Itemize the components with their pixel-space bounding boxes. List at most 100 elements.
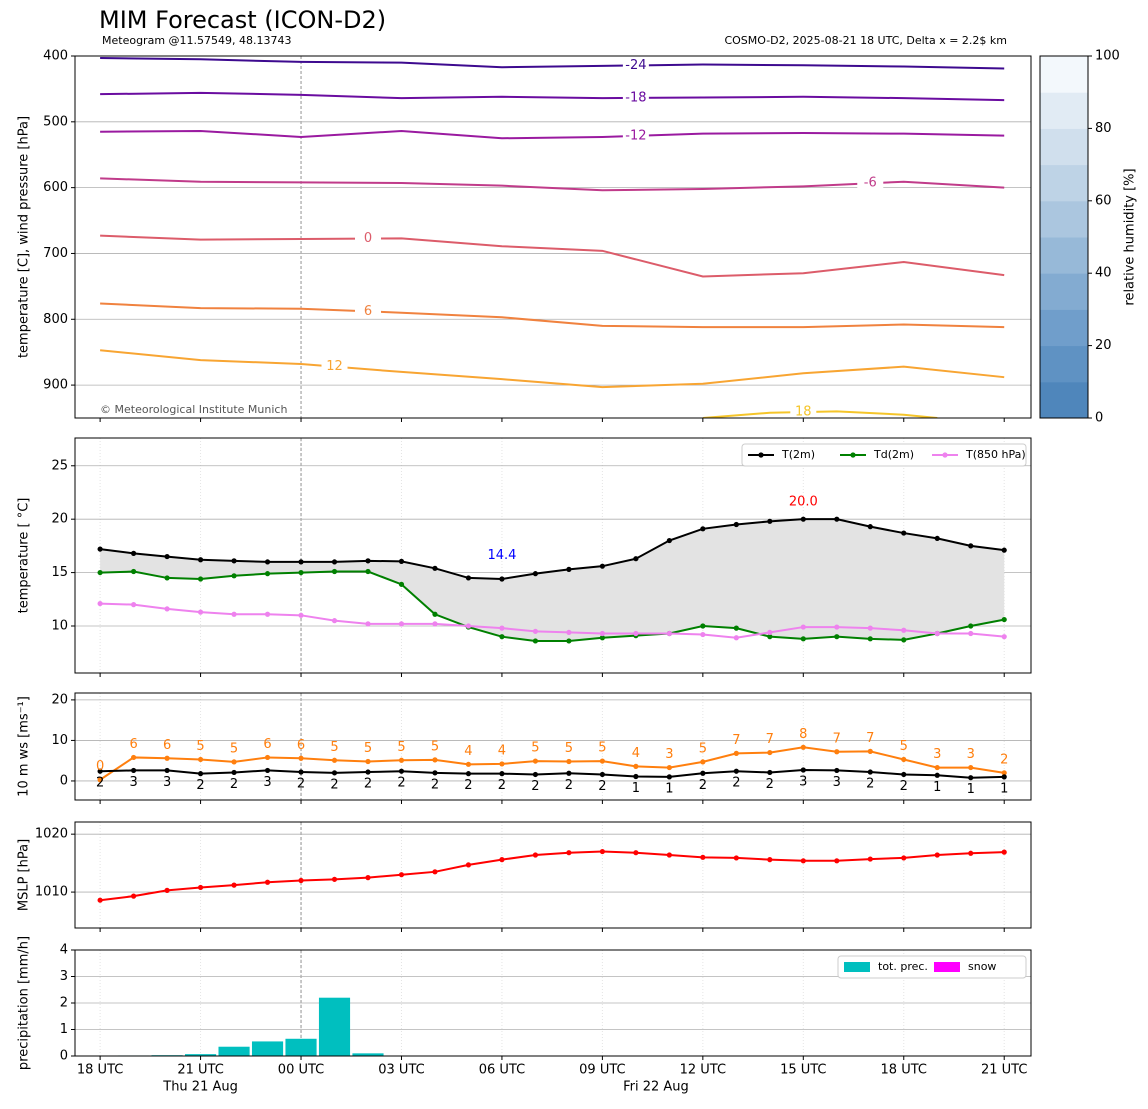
point — [968, 543, 974, 549]
point — [197, 884, 204, 891]
point — [532, 758, 539, 764]
point — [767, 518, 773, 524]
y-tick-label: 0 — [60, 1049, 68, 1064]
dewpoint-spread — [100, 519, 1005, 641]
point — [298, 877, 304, 884]
value-label: 7 — [766, 732, 774, 747]
point — [432, 869, 438, 875]
point — [331, 757, 338, 763]
x-tick-label: 15 UTC — [780, 1063, 826, 1078]
y-tick-label: 400 — [43, 49, 68, 64]
value-label: 5 — [699, 741, 707, 756]
colorbar-tick-label: 80 — [1095, 121, 1112, 136]
point — [264, 611, 271, 617]
isotherm-label: -24 — [625, 58, 646, 73]
colorbar-tick-label: 0 — [1095, 411, 1103, 426]
point — [532, 852, 539, 858]
point — [197, 756, 204, 763]
value-label: 2 — [196, 778, 204, 793]
point — [532, 771, 539, 778]
point — [633, 763, 639, 769]
value-label: 3 — [967, 747, 975, 762]
series-line — [100, 769, 1005, 779]
isotherm-label: -18 — [625, 90, 646, 105]
date-label: Thu 21 Aug — [162, 1080, 238, 1095]
point — [800, 624, 806, 630]
point — [800, 767, 806, 773]
isotherm — [100, 349, 1005, 389]
point — [566, 629, 572, 636]
point — [465, 771, 472, 777]
value-label: 3 — [263, 775, 271, 790]
point — [834, 624, 840, 630]
point — [901, 756, 907, 763]
value-label: 2 — [565, 778, 573, 793]
point — [264, 571, 271, 577]
point — [968, 850, 974, 856]
point — [264, 879, 271, 885]
y-tick-label: 20 — [51, 512, 68, 527]
value-label: 6 — [263, 737, 271, 752]
y-tick-label: 15 — [51, 565, 68, 580]
point — [264, 754, 271, 761]
legend-marker — [850, 452, 856, 458]
point — [599, 635, 605, 641]
series-line — [99, 850, 1005, 902]
value-label: 5 — [531, 741, 539, 756]
credit: © Meteorological Institute Munich — [100, 403, 287, 416]
point — [733, 855, 739, 861]
series-line — [99, 746, 1005, 781]
point — [800, 636, 806, 642]
point — [231, 759, 237, 765]
point — [465, 623, 472, 629]
legend-marker — [758, 452, 764, 458]
point — [331, 559, 338, 565]
y-tick-label: 0 — [60, 773, 68, 788]
point — [164, 887, 170, 893]
isotherm-label-bg — [354, 304, 381, 319]
point — [968, 764, 974, 771]
point — [398, 621, 405, 627]
point — [97, 768, 103, 774]
point — [767, 769, 773, 776]
isotherm — [100, 56, 1005, 70]
value-label: 4 — [632, 746, 640, 761]
point — [867, 769, 873, 775]
point — [465, 575, 472, 581]
colorbar-tick-label: 60 — [1095, 193, 1112, 208]
point — [231, 769, 237, 776]
x-tick-label: 00 UTC — [278, 1063, 324, 1078]
point — [365, 758, 371, 765]
point — [130, 602, 137, 608]
isotherm-label-bg — [857, 176, 884, 191]
point — [934, 630, 940, 637]
point — [733, 750, 739, 756]
point — [666, 630, 672, 637]
legend-label: snow — [968, 960, 996, 973]
point — [666, 774, 672, 780]
point — [164, 553, 170, 560]
point — [733, 635, 739, 641]
value-label: 2 — [531, 779, 539, 794]
point — [599, 563, 605, 569]
y-tick-label: 20 — [51, 692, 68, 707]
colorbar-band — [1040, 92, 1088, 129]
legend-box — [741, 443, 1027, 467]
point — [365, 621, 371, 627]
legend-label: T(2m) — [781, 448, 815, 461]
point — [834, 634, 840, 640]
point — [465, 761, 472, 767]
value-label: 2 — [96, 776, 104, 791]
y-tick-label: 1 — [60, 1022, 68, 1037]
value-label: 2 — [431, 777, 439, 792]
value-label: 5 — [196, 739, 204, 754]
point — [968, 623, 974, 629]
panel-frame — [74, 949, 1032, 1057]
y-tick-label: 800 — [43, 312, 68, 327]
point — [1001, 616, 1007, 623]
point — [566, 638, 572, 644]
point — [934, 772, 940, 778]
point — [197, 557, 204, 563]
point — [97, 777, 103, 783]
point — [566, 850, 572, 856]
